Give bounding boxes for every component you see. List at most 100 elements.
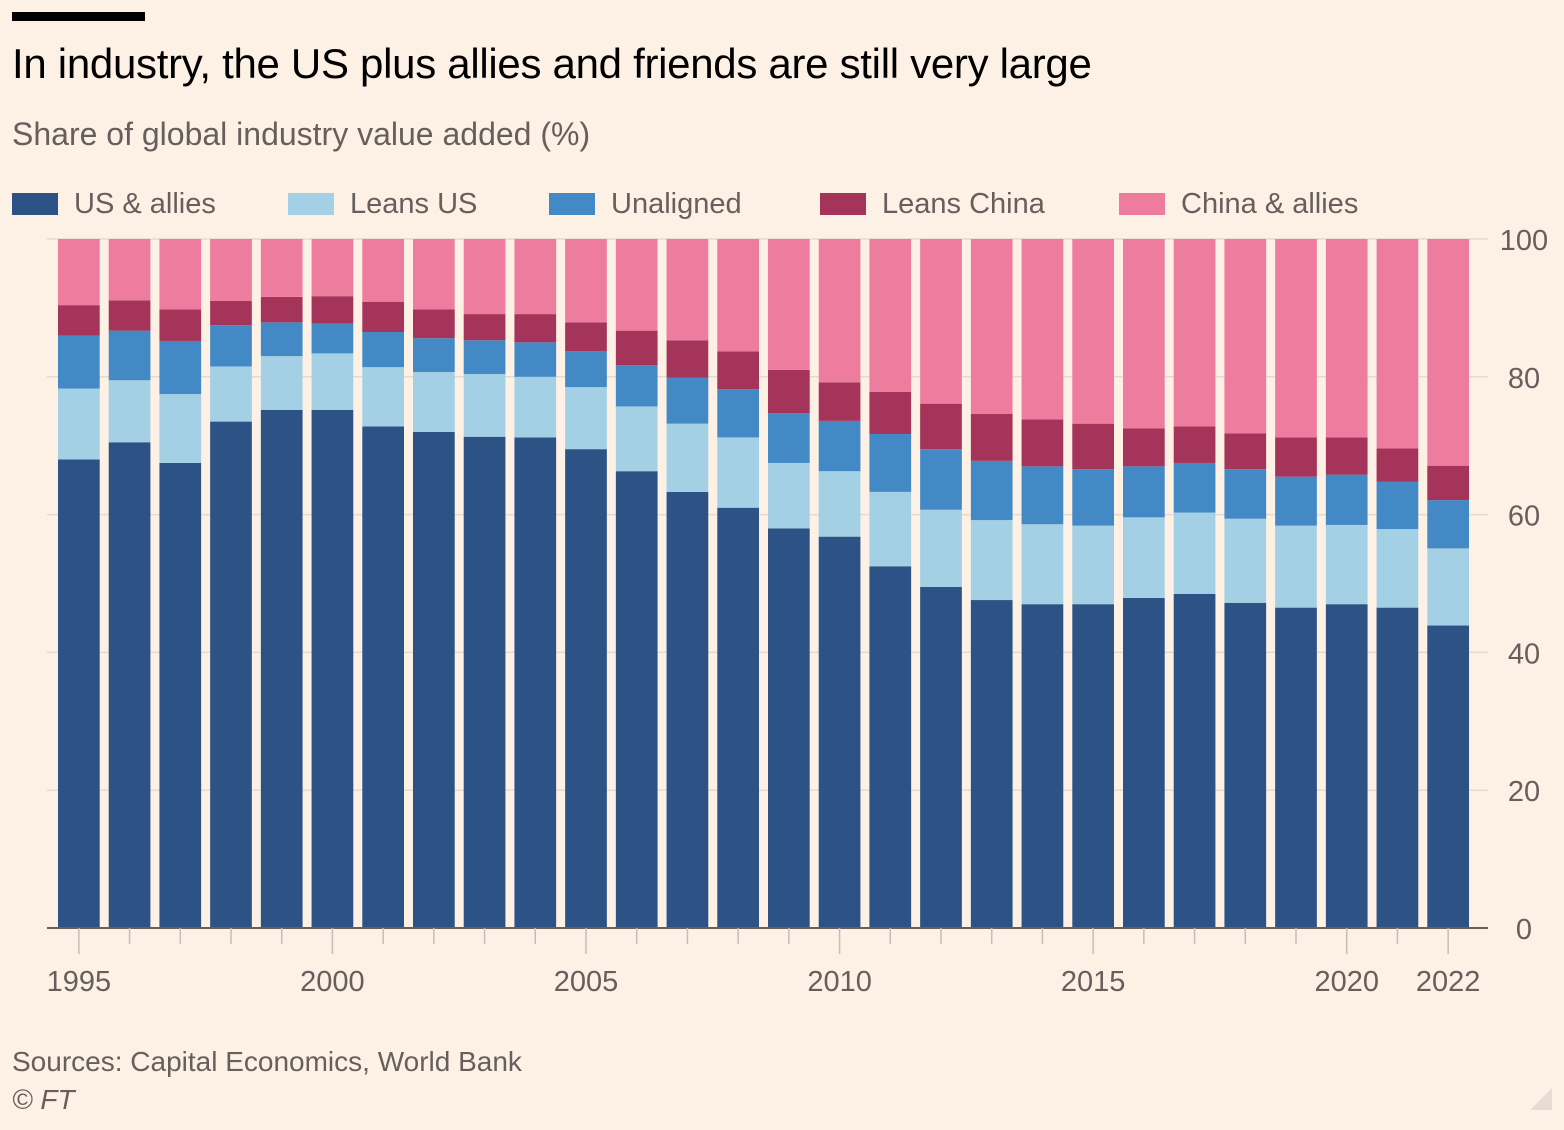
bar-segment [413,309,455,339]
bar-segment [1173,593,1216,928]
x-tick-label: 2020 [1314,966,1379,998]
bar-segment [1072,525,1114,605]
bar-segment [1021,466,1064,525]
bar-segment [1376,481,1419,530]
bar-segment [260,296,303,323]
legend-item-leans-china: Leans China [820,182,1045,226]
bar-segment [362,426,404,928]
y-tick-label: 100 [1500,225,1548,257]
y-tick-label: 40 [1508,638,1540,670]
bar-segment [463,340,506,375]
bar-segment [58,459,100,928]
bar-segment [615,406,658,472]
bar-segment [58,388,100,460]
bar-segment [920,239,962,404]
bar-segment [159,340,202,395]
bar-segment [159,309,202,341]
bar-segment [362,367,404,427]
bar-segment [1123,517,1165,598]
bar-segment [58,239,100,306]
bar-segment [159,394,202,463]
bar-segment [818,382,861,421]
bar-segment [413,371,455,432]
bar-segment [1275,525,1317,608]
y-tick-label: 0 [1516,914,1532,946]
bar-segment [413,431,455,928]
bar-segment [920,509,962,587]
bar-segment [565,449,607,928]
bar-segment [260,356,303,410]
bar-segment [1275,239,1317,438]
bar-segment [362,301,404,333]
bar-segment [1376,607,1419,928]
bar-segment [1173,426,1216,463]
bar-segment [1072,604,1114,928]
bar-segment [514,239,557,315]
legend-label: China & allies [1181,187,1359,220]
y-tick-label: 20 [1508,776,1540,808]
bar-segment [108,239,151,301]
bar-segment [514,342,557,377]
bar-segment [1072,423,1114,470]
bar-segment [1427,625,1469,928]
bar-segment [869,433,912,492]
y-tick-label: 60 [1508,501,1540,533]
legend-label: Leans US [350,187,478,220]
bar-segment [1173,462,1216,513]
legend-swatch [820,193,866,215]
bar-segment [210,421,252,928]
bar-segment [818,420,861,472]
bar-segment [1275,476,1317,526]
bar-segment [108,442,151,928]
bar-segment [818,536,861,928]
bar-segment [666,423,709,492]
legend-swatch [12,193,58,215]
copyright-note: © FT [12,1084,75,1115]
bar-segment [1275,437,1317,477]
bar-segment [1224,518,1267,603]
bar-segment [311,353,354,410]
bar-segment [1123,466,1165,518]
bar-segment [1021,239,1064,420]
bar-segment [768,528,810,928]
bar-segment [920,403,962,450]
x-tick-label: 2000 [300,966,365,998]
chart-subtitle: Share of global industry value added (%) [12,116,591,152]
bar-segment [1427,500,1469,549]
brand-top-bar [12,12,145,21]
x-tick-label: 2022 [1416,966,1481,998]
legend-item-unaligned: Unaligned [549,182,742,226]
bar-segment [1123,597,1165,928]
bar-segment [717,389,759,438]
legend-label: US & allies [74,187,216,220]
bar-segment [58,305,100,336]
bar-segment [565,322,607,352]
bar-segment [1173,512,1216,594]
bar-segment [413,239,455,310]
bar-segment [260,409,303,928]
bar-segment [311,323,354,354]
bar-segment [1021,604,1064,928]
legend-swatch [549,193,595,215]
bar-segment [1275,607,1317,928]
bar-segment [970,239,1013,415]
bar-segment [311,409,354,928]
bar-segment [818,471,861,537]
legend-label: Unaligned [611,187,742,220]
bar-segment [311,296,354,324]
resize-handle-icon[interactable] [1528,1086,1554,1112]
bar-segment [108,380,151,443]
bar-segment [1427,548,1469,626]
bar-segment [58,335,100,389]
bar-segment [210,366,252,422]
bar-segment [615,365,658,407]
bar-segment [1072,239,1114,424]
bar-segment [666,239,709,341]
bar-segment [260,239,303,297]
bar-segment [1224,602,1267,928]
bar-segment [108,330,151,381]
bar-segment [311,239,354,297]
bar-segment [463,314,506,341]
bar-segment [869,239,912,392]
bar-segment [514,376,557,438]
